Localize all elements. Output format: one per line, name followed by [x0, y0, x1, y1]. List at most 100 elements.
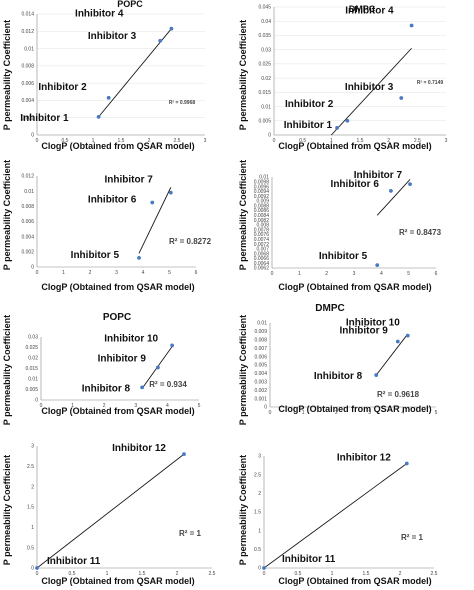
- chart-panel-2: 0 0.005 0.01 0.015 0.02 0.025 0.03 0.035 0.04 0.0…: [238, 4, 448, 151]
- data-point: [395, 339, 400, 344]
- x-tick-label: 2: [89, 270, 92, 276]
- x-tick-label: 1: [62, 270, 65, 276]
- y-tick-label: 0: [35, 398, 38, 404]
- data-point: [168, 190, 173, 195]
- y-tick-label: 0: [268, 133, 271, 139]
- point-label: Inhibitor 4: [345, 5, 394, 16]
- trendline: [331, 47, 412, 136]
- y-tick-label: 0.035: [258, 33, 271, 39]
- y-axis-title: P permeability Coefficient: [238, 315, 248, 425]
- trendline: [376, 179, 411, 216]
- y-tick-label: 0.009: [254, 329, 267, 335]
- x-tick-label: 1: [92, 138, 95, 144]
- r-squared-label: R² = 0.8272: [169, 237, 212, 246]
- x-tick-label: 1.5: [118, 138, 125, 144]
- point-label: Inhibitor 12: [112, 443, 166, 454]
- y-tick-label: 1: [31, 525, 34, 531]
- y-tick-label: 0.5: [27, 545, 34, 551]
- r-squared-label: R² = 0.9618: [377, 390, 420, 399]
- trendline: [138, 187, 172, 254]
- x-tick-label: 1: [298, 271, 301, 277]
- x-tick-label: 1: [330, 138, 333, 144]
- x-axis-title: ClogP (Obtained from QSAR model): [278, 282, 431, 292]
- point-label: Inhibitor 9: [339, 325, 388, 336]
- y-axis-title: P permeability Coefficient: [2, 315, 12, 425]
- x-axis-title: ClogP (Obtained from QSAR model): [41, 406, 194, 416]
- point-label: Inhibitor 7: [104, 175, 153, 186]
- r-squared-label: R² = 0.9968: [169, 100, 195, 106]
- x-tick-label: 2: [148, 138, 151, 144]
- y-tick-label: 0.006: [254, 354, 267, 360]
- y-tick-label: 0.005: [25, 387, 38, 393]
- y-tick-label: 0.008: [254, 338, 267, 344]
- y-tick-label: 0: [31, 566, 34, 572]
- x-tick-label: 2.5: [209, 571, 216, 577]
- y-tick-label: 0.01: [28, 377, 38, 383]
- point-label: Inhibitor 10: [346, 318, 400, 329]
- y-tick-label: 0.015: [258, 90, 271, 96]
- x-tick-label: 1: [106, 571, 109, 577]
- x-tick-label: 1.5: [363, 571, 370, 577]
- data-point: [404, 461, 409, 466]
- y-tick-label: 0.0092: [254, 194, 270, 200]
- point-label: Inhibitor 11: [47, 556, 101, 567]
- x-axis-title: ClogP (Obtained from QSAR model): [41, 141, 194, 151]
- x-tick-label: 2.5: [431, 571, 438, 577]
- r-squared-label: R² = 1: [401, 533, 424, 542]
- data-point: [140, 385, 145, 390]
- x-tick-label: 1: [71, 403, 74, 409]
- y-tick-label: 0.008: [21, 64, 34, 70]
- chart-title: DMPC: [315, 303, 344, 314]
- y-tick-label: 0.0072: [254, 242, 270, 248]
- y-tick-label: 0.025: [258, 62, 271, 68]
- y-axis-title: P permeability Coefficient: [238, 160, 248, 270]
- y-tick-label: 1: [258, 528, 261, 534]
- y-tick-label: 0.0064: [254, 261, 270, 267]
- data-point: [156, 365, 160, 370]
- y-tick-label: 0.004: [21, 234, 34, 240]
- data-point: [408, 182, 412, 187]
- x-tick-label: 0: [271, 271, 274, 277]
- x-tick-label: 5: [407, 271, 410, 277]
- y-tick-label: 0.01: [24, 189, 34, 195]
- x-tick-label: 6: [195, 270, 198, 276]
- data-point: [335, 125, 339, 130]
- y-tick-label: 0.01: [261, 104, 271, 110]
- point-label: Inhibitor 3: [345, 82, 394, 93]
- x-tick-label: 0: [40, 403, 43, 409]
- x-tick-label: 6: [435, 271, 438, 277]
- y-tick-label: 0.025: [25, 345, 38, 351]
- x-tick-label: 5: [168, 270, 171, 276]
- data-point: [345, 118, 350, 123]
- data-point: [409, 23, 414, 28]
- x-tick-label: 3: [445, 138, 448, 144]
- y-tick-label: 0.0062: [254, 266, 270, 272]
- y-tick-label: 0.006: [21, 219, 34, 225]
- x-tick-label: 1.5: [357, 138, 364, 144]
- trendline: [36, 453, 185, 569]
- x-tick-label: 2: [103, 403, 106, 409]
- data-point: [170, 343, 175, 348]
- y-tick-label: 0.0088: [254, 203, 270, 209]
- y-tick-label: 0.0082: [254, 218, 270, 224]
- point-label: Inhibitor 10: [104, 333, 158, 344]
- x-tick-label: 2: [387, 138, 390, 144]
- chart-panel-6: 0 0.001 0.002 0.003 0.004 0.005 0.006 0.007 0.00…: [238, 303, 438, 425]
- y-tick-label: 0.0074: [254, 237, 270, 243]
- data-point: [169, 26, 174, 31]
- chart-title: POPC: [103, 312, 131, 323]
- x-tick-label: 0.5: [69, 571, 76, 577]
- x-tick-label: 0.5: [62, 138, 69, 144]
- r-squared-label: R² = 1: [179, 529, 202, 538]
- data-point: [374, 373, 379, 377]
- y-tick-label: 0.04: [261, 19, 271, 25]
- y-tick-label: 1.5: [27, 505, 34, 511]
- y-tick-label: 0.02: [261, 76, 271, 82]
- x-tick-label: 3: [353, 271, 356, 277]
- trendline: [375, 333, 409, 376]
- y-tick-label: 0.005: [254, 363, 267, 369]
- x-tick-label: 1.5: [139, 571, 146, 577]
- x-tick-label: 0.5: [295, 571, 302, 577]
- point-label: Inhibitor 6: [88, 195, 137, 206]
